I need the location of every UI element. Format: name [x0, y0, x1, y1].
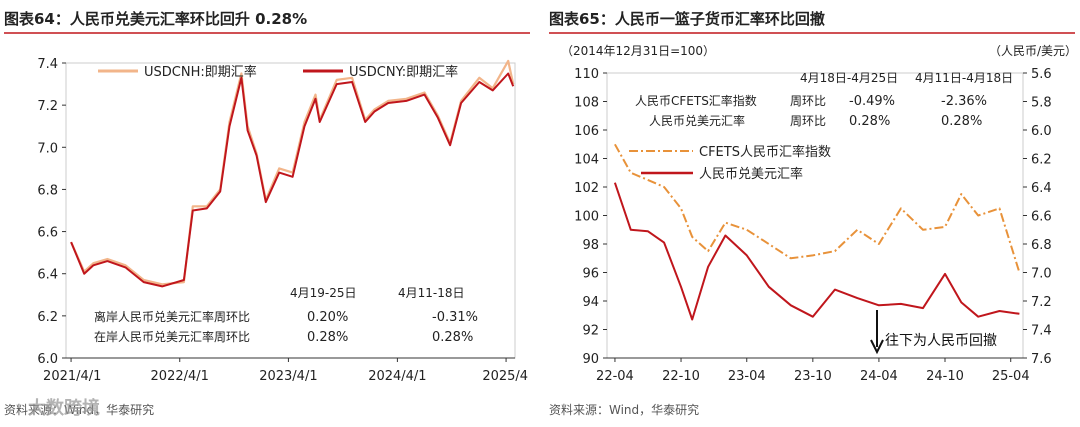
- x-tick-label: 24-04: [860, 369, 898, 384]
- y-right-tick-label: 6.8: [1031, 238, 1052, 253]
- y-left-tick-label: 104: [574, 153, 599, 168]
- x-tick-label: 2024/4/1: [368, 369, 426, 384]
- chart-panel-64: 图表64：人民币兑美元汇率环比回升 0.28% 6.0 6.2 6.4 6.6 6.8 7.…: [0, 0, 535, 423]
- y-tick-label: 7.2: [37, 99, 58, 114]
- x-tick-label: 2022/4/1: [151, 369, 209, 384]
- chart-65: 图表65：人民币一篮子货币汇率环比回撤 （2014年12月31日=100） （人民币…: [549, 10, 1077, 417]
- y-left-tick-label: 94: [582, 295, 599, 310]
- chart-title: 图表64：人民币兑美元汇率环比回升 0.28%: [4, 10, 307, 28]
- table-row-type: 周环比: [790, 114, 826, 128]
- x-tick-label: 2025/4: [482, 369, 528, 384]
- table-cell: -0.49%: [849, 94, 895, 109]
- series-line-2: [70, 72, 515, 288]
- annotation-arrow-head: [870, 339, 884, 355]
- y-left-tick-label: 90: [582, 352, 599, 367]
- y-left-tick-label: 98: [582, 238, 599, 253]
- table-cell: 0.28%: [307, 330, 348, 345]
- y-left-tick-label: 96: [582, 267, 599, 282]
- y-tick-label: 6.0: [37, 352, 58, 367]
- legend-label-2: USDCNY:即期汇率: [349, 64, 458, 80]
- y-right-tick-label: 5.8: [1031, 96, 1052, 111]
- series-line-2: [613, 182, 1020, 321]
- y-tick-label: 6.2: [37, 310, 58, 325]
- right-axis-unit: （人民币/美元）: [989, 44, 1077, 58]
- x-tick-label: 22-04: [596, 369, 634, 384]
- table-header-2: 4月11-18日: [398, 286, 465, 300]
- y-right-tick-label: 7.6: [1031, 352, 1052, 367]
- table-header-1: 4月19-25日: [290, 286, 357, 300]
- y-left-tick-label: 106: [574, 124, 599, 139]
- source-note: 资料来源：Wind，华泰研究: [549, 402, 699, 417]
- series-line-1: [614, 143, 1021, 273]
- table-row-label: 人民币CFETS汇率指数: [635, 93, 757, 108]
- x-tick-label: 2023/4/1: [259, 369, 317, 384]
- series-line-1: [70, 59, 515, 286]
- table-row-label: 在岸人民币兑美元汇率周环比: [94, 329, 250, 344]
- y-right-tick-label: 6.4: [1031, 181, 1052, 196]
- y-left-tick-label: 100: [574, 210, 599, 225]
- x-tick-label: 23-04: [728, 369, 766, 384]
- y-right-tick-label: 7.2: [1031, 295, 1052, 310]
- y-tick-label: 6.8: [37, 183, 58, 198]
- y-right-tick-label: 5.6: [1031, 67, 1052, 82]
- annotation-text: 往下为人民币回撤: [885, 333, 997, 349]
- table-cell: 0.28%: [432, 330, 473, 345]
- x-tick-label: 2021/4/1: [43, 369, 101, 384]
- y-tick-label: 6.4: [37, 268, 58, 283]
- y-right-tick-label: 7.0: [1031, 267, 1052, 282]
- y-left-tick-label: 110: [574, 67, 599, 82]
- y-right-tick-label: 6.6: [1031, 210, 1052, 225]
- x-tick-label: 22-10: [662, 369, 700, 384]
- chart-panel-65: 图表65：人民币一篮子货币汇率环比回撤 （2014年12月31日=100） （人民币…: [545, 0, 1080, 423]
- table-row-type: 周环比: [790, 94, 826, 108]
- table-cell: 0.28%: [849, 114, 890, 129]
- table-header-1: 4月18日-4月25日: [800, 71, 898, 85]
- legend-label-1: USDCNH:即期汇率: [144, 64, 257, 80]
- y-right-tick-label: 6.0: [1031, 124, 1052, 139]
- chart-title: 图表65：人民币一篮子货币汇率环比回撤: [549, 10, 825, 28]
- y-tick-label: 7.4: [37, 57, 58, 72]
- y-left-tick-label: 108: [574, 96, 599, 111]
- watermark: 大数跨境: [28, 397, 100, 419]
- table-header-2: 4月11日-4月18日: [915, 71, 1013, 85]
- x-tick-label: 24-10: [926, 369, 964, 384]
- y-left-tick-label: 102: [574, 181, 599, 196]
- x-tick-label: 25-04: [992, 369, 1030, 384]
- chart-64: 图表64：人民币兑美元汇率环比回升 0.28% 6.0 6.2 6.4 6.6 6.8 7.…: [4, 10, 530, 419]
- legend-label-2: 人民币兑美元汇率: [699, 166, 803, 182]
- table-cell: -2.36%: [941, 94, 987, 109]
- left-axis-unit: （2014年12月31日=100）: [561, 44, 715, 58]
- table-cell: 0.20%: [307, 310, 348, 325]
- y-left-tick-label: 92: [582, 324, 599, 339]
- table-cell: -0.31%: [432, 310, 478, 325]
- y-right-tick-label: 7.4: [1031, 324, 1052, 339]
- y-right-tick-label: 6.2: [1031, 153, 1052, 168]
- legend-label-1: CFETS人民币汇率指数: [699, 144, 831, 160]
- y-tick-label: 7.0: [37, 141, 58, 156]
- table-row-label: 人民币兑美元汇率: [649, 113, 745, 128]
- x-tick-label: 23-10: [794, 369, 832, 384]
- y-tick-label: 6.6: [37, 226, 58, 241]
- table-row-label: 离岸人民币兑美元汇率周环比: [94, 309, 250, 324]
- table-cell: 0.28%: [941, 114, 982, 129]
- source-note: 资料来源：Wind，华泰研究: [4, 402, 154, 417]
